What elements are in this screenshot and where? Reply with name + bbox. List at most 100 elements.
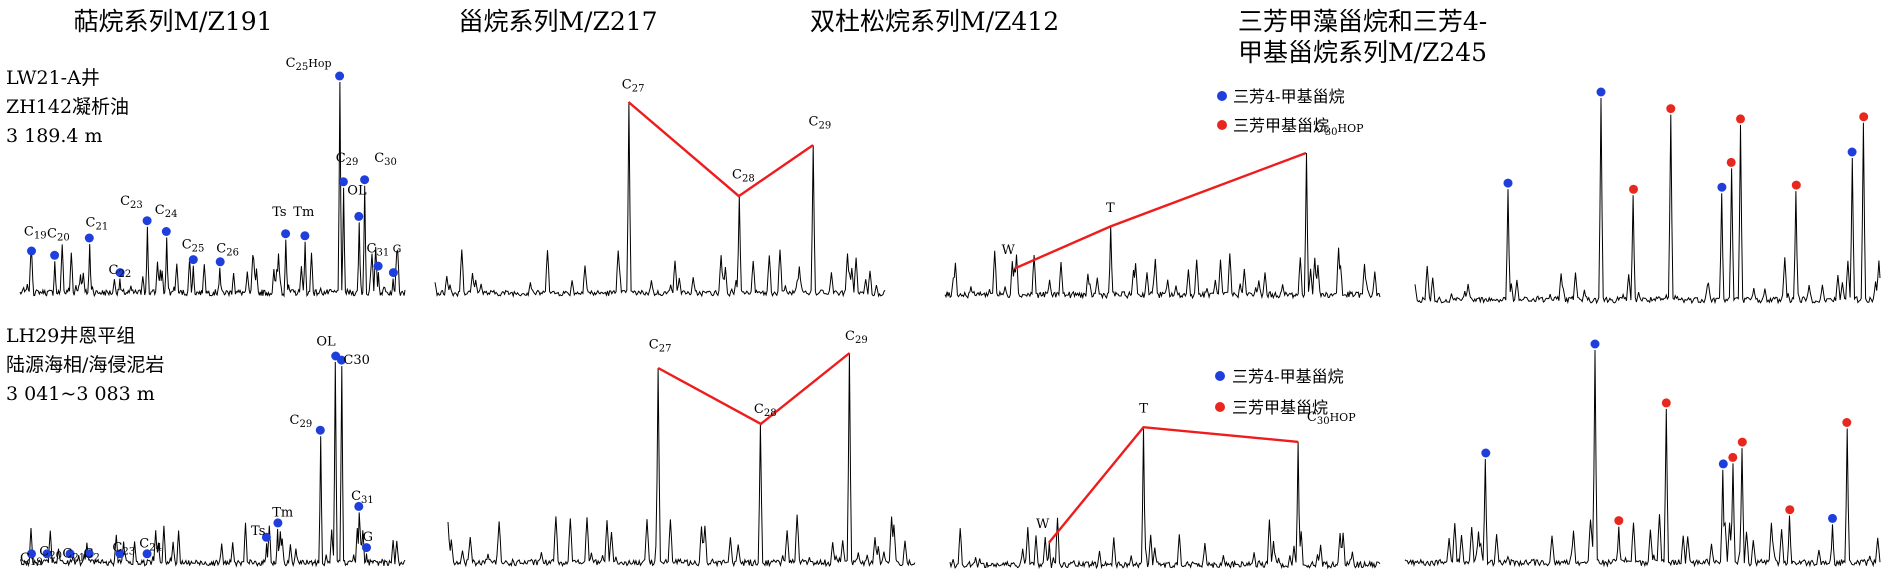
peak-marker-1-triaromatic-p1 xyxy=(1481,448,1491,458)
sample-1-info: LW21-A井 ZH142凝析油 3 189.4 m xyxy=(6,64,129,151)
peak-label-0-sterane-C27: C27 xyxy=(622,77,645,94)
sample-1-well: LW21-A井 xyxy=(6,67,100,89)
sterane-title: 甾烷系列M/Z217 xyxy=(458,7,658,36)
peak-label-1-terpane-G: G xyxy=(363,530,373,545)
peak-marker-1-terpane-G xyxy=(362,543,371,553)
trace-0-diginane xyxy=(944,152,1381,300)
peak-label-0-sterane-C29: C29 xyxy=(809,115,832,132)
peak-label-0-terpane-C20: C20 xyxy=(47,227,70,244)
peak-marker-0-triaromatic-p2 xyxy=(1596,87,1606,97)
peak-marker-1-terpane-C23 xyxy=(115,549,125,559)
peak-label-0-sterane-C28: C28 xyxy=(732,167,755,184)
legend-blue-marker xyxy=(1217,91,1227,101)
legend-red-label-2: 三芳甲基甾烷 xyxy=(1232,398,1328,417)
peak-marker-1-terpane-C29 xyxy=(315,425,325,435)
peak-label-0-terpane-C30: C30 xyxy=(374,151,397,168)
peak-label-0-terpane-C24: C24 xyxy=(155,203,178,220)
connector-1-diginane xyxy=(1047,425,1299,544)
sample-2-well: LH29井恩平组 xyxy=(6,325,136,347)
peak-label-0-terpane-C21: C21 xyxy=(86,216,109,233)
peak-marker-0-terpane-C31 xyxy=(373,261,383,271)
trace-0-sterane xyxy=(434,101,886,298)
peak-marker-1-triaromatic-p2 xyxy=(1590,339,1600,349)
peak-marker-0-terpane-C19 xyxy=(27,246,36,256)
peak-marker-1-terpane-C30 xyxy=(337,355,346,365)
peak-marker-0-terpane-C26 xyxy=(215,257,225,267)
sample-2-lithology: 陆源海相/海侵泥岩 xyxy=(6,354,165,376)
peak-marker-1-triaromatic-p7 xyxy=(1737,437,1747,447)
peak-marker-1-triaromatic-p8 xyxy=(1785,505,1795,515)
peak-label-1-terpane-Ts: Ts xyxy=(251,524,265,539)
peak-marker-0-terpane-Ts xyxy=(281,229,291,239)
triaromatic-title: 三芳甲藻甾烷和三芳4- 甲基甾烷系列M/Z245 xyxy=(1190,6,1535,68)
peak-label-1-sterane-C29: C29 xyxy=(845,329,868,346)
peak-marker-0-terpane-OL xyxy=(354,211,364,221)
diginane-title: 双杜松烷系列M/Z412 xyxy=(810,7,1060,36)
legend-blue-marker-2 xyxy=(1215,371,1225,381)
peak-marker-0-terpane-C22 xyxy=(115,268,125,278)
peak-marker-1-terpane-C31 xyxy=(354,501,364,511)
terpane-title: 萜烷系列M/Z191 xyxy=(73,7,273,36)
peak-marker-0-triaromatic-p5 xyxy=(1717,182,1727,192)
peak-label-0-diginane-W: W xyxy=(1002,243,1016,258)
connector-0-sterane xyxy=(627,101,814,198)
trace-1-sterane xyxy=(447,352,916,568)
peak-label-0-terpane-OL: OL xyxy=(347,183,367,198)
legend-red-label: 三芳甲基甾烷 xyxy=(1233,116,1329,135)
peak-marker-0-triaromatic-p6 xyxy=(1726,157,1736,167)
peak-label-1-sterane-C28: C28 xyxy=(754,402,777,419)
peak-marker-1-terpane-C19 xyxy=(27,549,36,559)
peak-marker-0-triaromatic-p1 xyxy=(1503,178,1513,188)
peak-label-1-diginane-C30: C30HOP xyxy=(1307,410,1356,427)
connector-1-sterane xyxy=(657,352,851,426)
peak-label-1-terpane-C21: C21 xyxy=(62,547,85,564)
peak-label-1-terpane-C29: C29 xyxy=(290,413,313,430)
legend-row2: 三芳4-甲基甾烷 三芳甲基甾烷 xyxy=(1215,367,1344,417)
peak-label-0-terpane-C29: C29 xyxy=(336,151,359,168)
sample-2-depth: 3 041~3 083 m xyxy=(6,383,155,405)
trace-1-diginane xyxy=(949,427,1381,570)
peak-label-0-terpane-C23: C23 xyxy=(120,194,143,211)
peak-label-1-terpane-C20: C20 xyxy=(39,545,62,562)
peak-marker-0-triaromatic-p10 xyxy=(1859,112,1869,122)
peak-marker-1-terpane-C21 xyxy=(65,549,75,559)
peak-marker-0-terpane-C30 xyxy=(360,175,370,185)
peak-marker-0-terpane-C20 xyxy=(50,250,60,260)
peak-label-0-terpane-C26: C26 xyxy=(216,242,239,259)
trace-0-terpane xyxy=(19,81,406,298)
peak-marker-0-triaromatic-p3 xyxy=(1629,184,1638,194)
peak-label-1-diginane-W: W xyxy=(1036,517,1050,532)
peak-marker-0-terpane-C21 xyxy=(84,233,94,243)
peak-label-0-diginane-C30: C30HOP xyxy=(1315,121,1364,138)
peak-marker-1-terpane-Tm xyxy=(273,518,283,528)
peak-label-0-terpane-C25: C25Hop xyxy=(286,56,332,73)
peak-label-0-diginane-T: T xyxy=(1106,201,1115,216)
peak-label-1-sterane-C27: C27 xyxy=(649,338,672,355)
sample-1-depth: 3 189.4 m xyxy=(6,125,103,147)
trace-1-triaromatic xyxy=(1404,349,1881,568)
trace-0-triaromatic xyxy=(1414,97,1881,305)
triaromatic-title-line1: 三芳甲藻甾烷和三芳4- xyxy=(1237,7,1488,36)
peak-label-0-terpane-Ts: Ts xyxy=(272,205,286,220)
sample-1-oil: ZH142凝析油 xyxy=(6,96,130,118)
legend-row1: 三芳4-甲基甾烷 三芳甲基甾烷 xyxy=(1217,87,1345,135)
peak-label-1-terpane-C31: C31 xyxy=(351,489,374,506)
peak-label-1-terpane-C24: C24 xyxy=(139,536,162,553)
peak-marker-0-terpane-C29 xyxy=(338,177,348,187)
peak-label-1-terpane-OL: OL xyxy=(316,335,336,350)
trace-1-terpane xyxy=(19,361,406,568)
peak-label-0-terpane-C19: C19 xyxy=(24,224,47,241)
peak-label-0-terpane-C22: C22 xyxy=(109,263,132,280)
peak-label-0-terpane-C25: C25 xyxy=(182,237,205,254)
legend-red-marker xyxy=(1217,120,1227,130)
peak-marker-0-terpane-G xyxy=(388,268,398,278)
peak-marker-0-triaromatic-p8 xyxy=(1791,180,1801,190)
peak-marker-1-terpane-C20 xyxy=(42,549,52,559)
peak-marker-1-triaromatic-p9 xyxy=(1828,513,1837,523)
peak-marker-0-terpane-C25Hop xyxy=(335,71,345,81)
connector-0-diginane xyxy=(1014,151,1307,270)
legend-blue-label: 三芳4-甲基甾烷 xyxy=(1233,87,1345,106)
peak-marker-1-triaromatic-p5 xyxy=(1718,459,1728,469)
peak-marker-0-triaromatic-p9 xyxy=(1847,147,1857,157)
